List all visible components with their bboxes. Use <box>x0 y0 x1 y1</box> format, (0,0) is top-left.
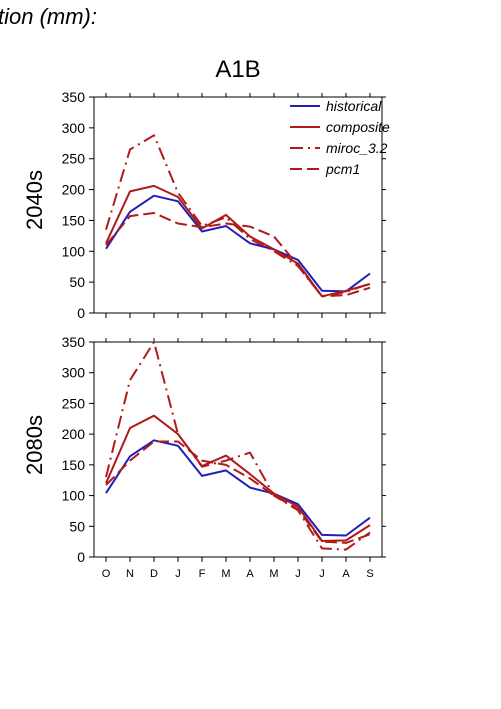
y-tick-label: 300 <box>62 365 86 381</box>
chart-panel-2040s: 0 50 100 150 200 250 300 350 historical composite… <box>62 89 390 321</box>
series-line-pcm1 <box>105 212 371 298</box>
x-tick-label: M <box>221 568 230 580</box>
plot-frame <box>93 96 383 314</box>
x-tick-label: N <box>126 568 134 580</box>
series-line-miroc-3-2 <box>105 134 371 298</box>
y-tick-label: 350 <box>62 89 86 105</box>
y-tick-label: 100 <box>62 488 86 504</box>
x-tick-label: O <box>102 568 111 580</box>
x-tick-label: A <box>246 568 254 580</box>
y-tick-label: 0 <box>77 305 85 321</box>
series-line-composite <box>105 184 371 298</box>
plot-frame <box>93 341 383 558</box>
x-tick-label: A <box>342 568 350 580</box>
y-tick-label: 100 <box>62 243 86 259</box>
x-tick-label: F <box>199 568 206 580</box>
y-tick-label: 50 <box>69 518 85 534</box>
x-tick-label: S <box>366 568 373 580</box>
y-tick-label: 250 <box>62 395 86 411</box>
chart-panel-2080s: 0 50 100 150 200 250 300 350 O N D J F M A M J J A S <box>62 334 386 580</box>
y-tick-label: 250 <box>62 151 86 167</box>
y-tick-label: 300 <box>62 120 86 136</box>
x-tick-label: M <box>269 568 278 580</box>
y-tick-label: 200 <box>62 426 86 442</box>
figure-title-fragment: tion (mm): <box>0 4 97 29</box>
series-line-historical <box>105 194 371 293</box>
y-tick-label: 350 <box>62 334 86 350</box>
series-line-miroc-3-2 <box>105 341 371 551</box>
x-tick-label: J <box>319 568 325 580</box>
y-tick-label: 150 <box>62 457 86 473</box>
y-tick-label: 50 <box>69 274 85 290</box>
y-tick-label: 150 <box>62 212 86 228</box>
legend-label-composite: composite <box>326 119 390 135</box>
scenario-title: A1B <box>215 56 261 83</box>
legend-label-historical: historical <box>326 98 382 114</box>
x-tick-label: J <box>175 568 181 580</box>
y-tick-label: 200 <box>62 182 86 198</box>
series-line-pcm1 <box>105 440 371 544</box>
series-line-historical <box>105 439 371 537</box>
x-tick-label: J <box>295 568 301 580</box>
legend-label-pcm1: pcm1 <box>325 161 360 177</box>
legend-label-miroc-3-2: miroc_3.2 <box>326 140 388 156</box>
y-tick-label: 0 <box>77 549 85 565</box>
x-tick-label: D <box>150 568 158 580</box>
